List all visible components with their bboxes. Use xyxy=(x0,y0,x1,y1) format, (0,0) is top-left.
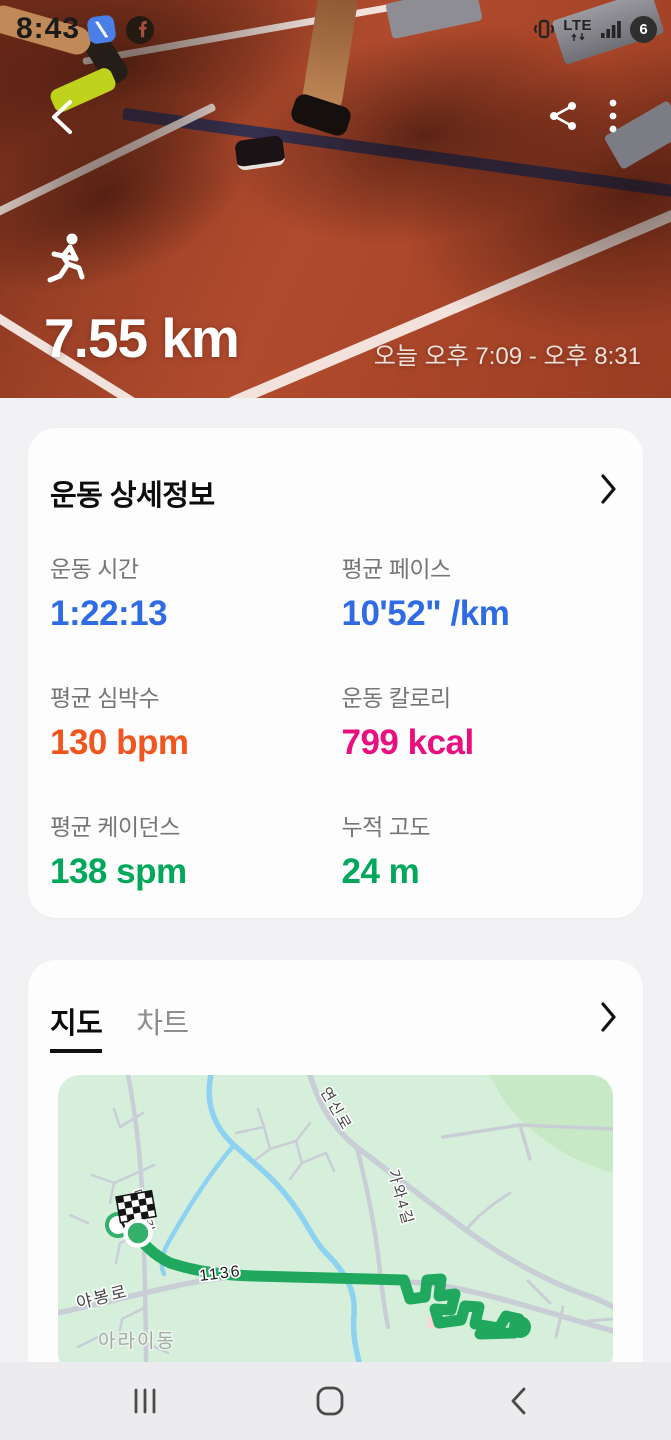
app-bar xyxy=(0,96,671,140)
details-card-header[interactable]: 운동 상세정보 xyxy=(28,428,643,514)
tab-chart[interactable]: 차트 xyxy=(136,1008,189,1040)
status-bar: 8:43 LTE xyxy=(0,10,671,48)
details-card-title: 운동 상세정보 xyxy=(50,480,215,512)
metric-duration: 운동 시간 1:22:13 xyxy=(50,556,168,633)
session-time-range: 오늘 오후 7:09 - 오후 8:31 xyxy=(373,343,641,370)
back-button[interactable] xyxy=(46,98,78,136)
district-label: 아라이동 xyxy=(98,1330,176,1352)
track-photo xyxy=(0,0,671,398)
metric-elevation-gain: 누적 고도 24 m xyxy=(341,814,431,891)
status-icons: LTE 6 xyxy=(532,12,657,46)
signal-bars-icon xyxy=(601,21,621,38)
chevron-right-icon[interactable] xyxy=(601,474,617,504)
map-card: 지도 차트 xyxy=(28,960,643,1390)
workout-details-card: 운동 상세정보 운동 시간 1:22:13 평균 페이스 10'52" /km … xyxy=(28,428,643,918)
tab-map[interactable]: 지도 xyxy=(50,1000,103,1053)
route-map[interactable]: 연신로 가와4길 야봉로 아라이동 미의길 1136 xyxy=(58,1075,613,1375)
metric-calories: 운동 칼로리 799 kcal xyxy=(341,685,475,762)
app-notification-icon xyxy=(86,14,117,45)
end-marker xyxy=(123,1218,153,1248)
chevron-right-icon[interactable] xyxy=(601,1002,617,1032)
finish-flag-icon xyxy=(115,1189,157,1231)
forest-area xyxy=(490,1075,613,1173)
runner-icon xyxy=(47,233,85,283)
system-navigation-bar xyxy=(0,1362,671,1440)
total-distance: 7.55 km xyxy=(44,307,240,369)
back-nav-button[interactable] xyxy=(488,1362,548,1440)
battery-icon: 6 xyxy=(630,15,657,43)
status-time: 8:43 xyxy=(16,12,81,45)
route-map-svg: 연신로 가와4길 야봉로 아라이동 미의길 1136 xyxy=(58,1075,613,1375)
metrics-grid: 운동 시간 1:22:13 평균 페이스 10'52" /km 평균 심박수 1… xyxy=(28,514,643,893)
network-indicator: LTE xyxy=(563,18,592,41)
workout-hero: 8:43 LTE xyxy=(0,0,671,398)
more-options-button[interactable] xyxy=(601,98,625,134)
recents-icon xyxy=(134,1388,156,1414)
workout-route xyxy=(129,1225,531,1340)
metric-avg-heart-rate: 평균 심박수 130 bpm xyxy=(50,685,189,762)
metric-avg-pace: 평균 페이스 10'52" /km xyxy=(341,556,510,633)
facebook-notification-icon xyxy=(126,16,154,44)
map-chart-tabs: 지도 차트 xyxy=(50,1000,619,1053)
map-card-header: 지도 차트 xyxy=(28,960,643,1053)
home-icon xyxy=(316,1386,344,1416)
data-arrows-icon xyxy=(571,32,585,41)
back-nav-icon xyxy=(511,1387,526,1415)
recents-button[interactable] xyxy=(115,1362,175,1440)
metric-avg-cadence: 평균 케이던스 138 spm xyxy=(50,814,187,891)
share-button[interactable] xyxy=(547,100,579,132)
home-button[interactable] xyxy=(300,1362,360,1440)
vibrate-icon xyxy=(534,19,555,39)
